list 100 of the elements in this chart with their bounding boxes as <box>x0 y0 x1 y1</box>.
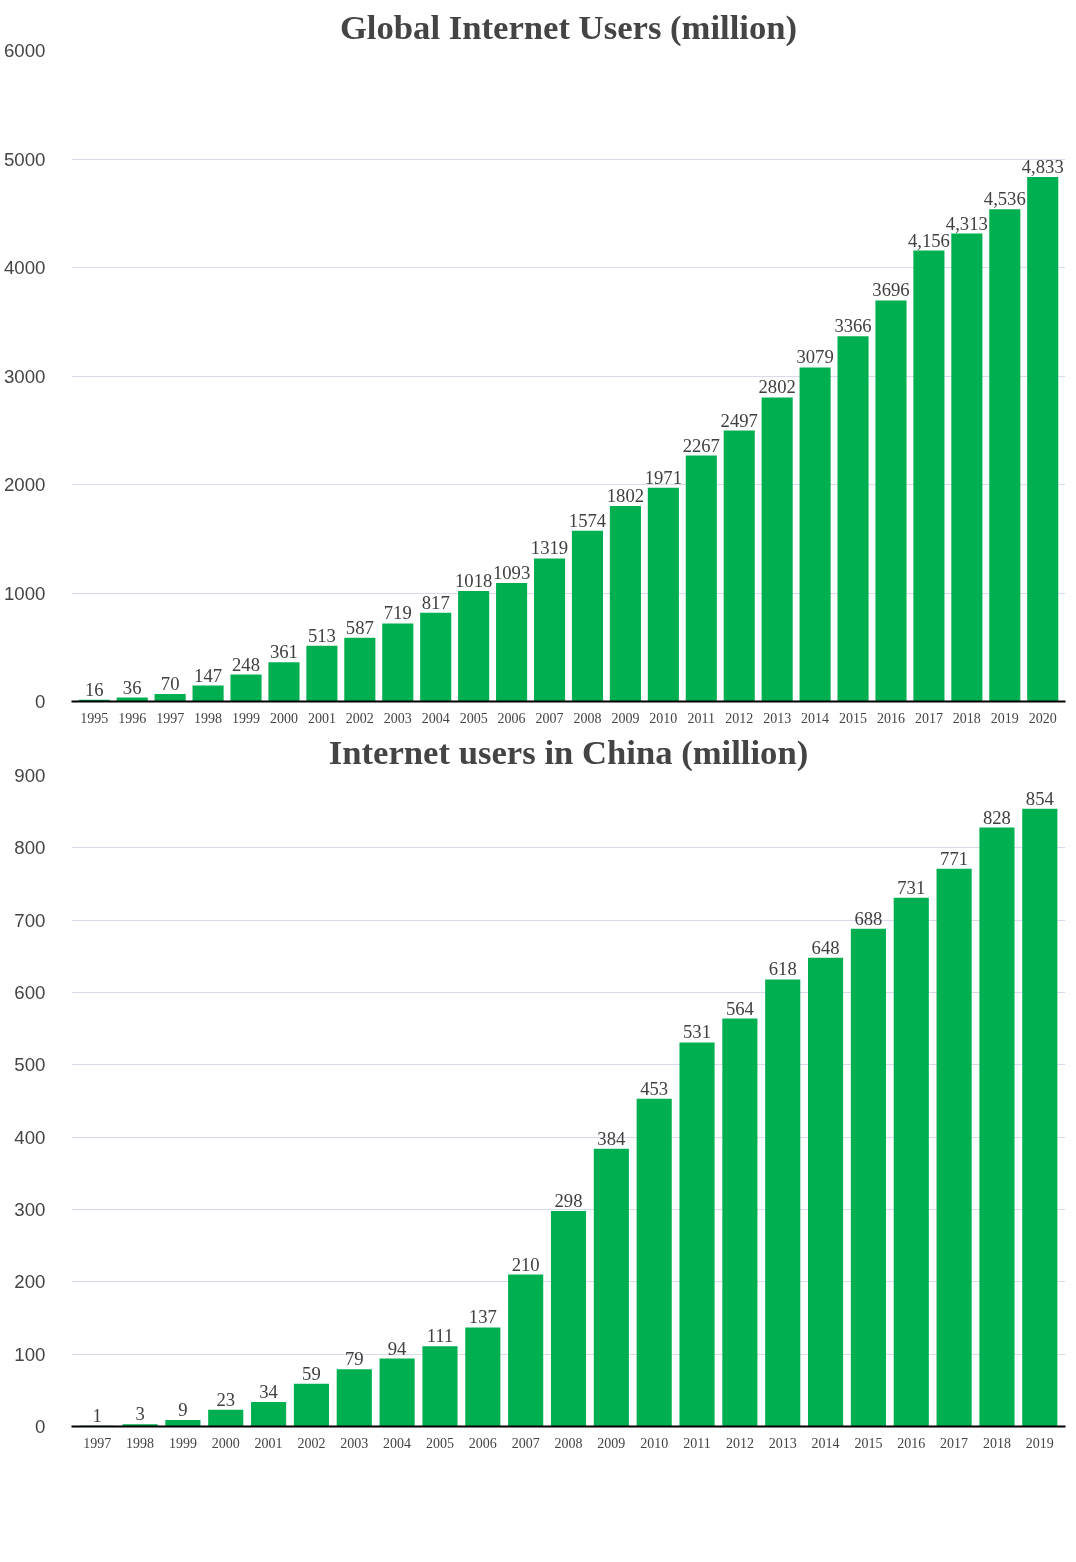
data-label: 9 <box>178 1398 188 1420</box>
x-tick-label: 2009 <box>597 1435 626 1451</box>
data-label: 2802 <box>758 376 796 398</box>
data-label: 79 <box>344 1348 364 1370</box>
x-tick-label: 2013 <box>763 710 792 726</box>
data-label: 137 <box>468 1306 497 1328</box>
x-tick-label: 1998 <box>194 710 223 726</box>
y-tick-label: 300 <box>14 1199 46 1220</box>
x-tick-label: 2019 <box>1025 1435 1054 1451</box>
data-label: 828 <box>982 806 1011 828</box>
x-tick-label: 2004 <box>383 1435 412 1451</box>
x-tick-label: 2010 <box>640 1435 669 1451</box>
y-tick-label: 6000 <box>4 40 46 61</box>
data-label: 1319 <box>530 537 569 559</box>
x-tick-label: 2001 <box>254 1435 283 1451</box>
x-tick-label: 2003 <box>340 1435 369 1451</box>
x-tick-label: 2020 <box>1028 710 1057 726</box>
x-tick-label: 1996 <box>118 710 147 726</box>
x-tick-label: 2018 <box>982 1435 1011 1451</box>
data-label: 248 <box>232 653 261 675</box>
x-tick-label: 2001 <box>307 710 336 726</box>
x-tick-label: 2019 <box>990 710 1019 726</box>
y-tick-label: 800 <box>14 837 46 859</box>
data-label: 587 <box>345 616 374 638</box>
data-label: 531 <box>683 1021 712 1043</box>
x-tick-label: 1999 <box>168 1435 197 1451</box>
x-tick-label: 2006 <box>468 1435 497 1451</box>
x-tick-label: 2005 <box>425 1435 454 1451</box>
data-label: 70 <box>160 672 180 694</box>
x-tick-label: 1997 <box>156 710 185 726</box>
chart-title: Internet users in China (million) <box>328 732 809 772</box>
data-label: 2497 <box>720 409 758 431</box>
x-tick-label: 2004 <box>421 710 450 726</box>
data-label: 298 <box>554 1189 583 1211</box>
x-tick-label: 2014 <box>801 710 830 726</box>
y-tick-label: 1000 <box>4 582 46 604</box>
data-label: 1971 <box>644 466 682 488</box>
data-label: 147 <box>194 664 223 686</box>
x-tick-label: 2011 <box>687 710 716 726</box>
x-tick-label: 2012 <box>725 710 754 726</box>
y-tick-label: 400 <box>14 1126 46 1148</box>
x-tick-label: 2000 <box>269 710 298 726</box>
x-tick-label: 2007 <box>535 710 564 726</box>
data-label: 59 <box>302 1362 321 1384</box>
x-tick-label: 1995 <box>80 710 109 726</box>
data-label: 3696 <box>872 279 910 301</box>
data-label: 4,536 <box>983 188 1026 210</box>
data-label: 817 <box>421 591 450 613</box>
data-label: 854 <box>1025 787 1055 809</box>
data-label: 3079 <box>796 346 834 368</box>
data-label: 1574 <box>568 509 607 531</box>
x-tick-label: 2011 <box>683 1435 711 1451</box>
x-tick-label: 2015 <box>839 710 868 726</box>
data-label: 453 <box>640 1077 669 1099</box>
x-tick-label: 2014 <box>811 1435 840 1451</box>
x-tick-label: 2016 <box>876 710 905 726</box>
x-tick-label: 1997 <box>83 1435 112 1451</box>
y-tick-label: 0 <box>35 1416 46 1437</box>
x-tick-label: 2008 <box>573 710 602 726</box>
y-tick-label: 4000 <box>4 257 46 278</box>
data-label: 36 <box>122 676 142 698</box>
y-tick-label: 100 <box>14 1343 46 1365</box>
x-tick-label: 2000 <box>211 1435 240 1451</box>
x-tick-label: 2006 <box>497 710 526 726</box>
x-tick-label: 1998 <box>126 1435 155 1451</box>
y-tick-label: 200 <box>14 1271 46 1293</box>
x-tick-label: 2017 <box>940 1435 969 1451</box>
data-label: 210 <box>511 1253 540 1275</box>
data-label: 4,833 <box>1021 156 1064 178</box>
x-tick-label: 2015 <box>854 1435 883 1451</box>
y-tick-label: 5000 <box>4 148 46 170</box>
y-tick-label: 3000 <box>4 365 46 387</box>
x-tick-label: 2017 <box>914 710 943 726</box>
x-tick-label: 2018 <box>952 710 981 726</box>
x-tick-label: 2002 <box>297 1435 326 1451</box>
data-label: 1802 <box>606 484 645 506</box>
x-tick-label: 2012 <box>725 1435 754 1451</box>
data-label: 3366 <box>834 315 872 337</box>
x-tick-label: 2009 <box>611 710 640 726</box>
y-tick-label: 2000 <box>4 474 46 495</box>
data-label: 34 <box>259 1380 279 1402</box>
x-tick-label: 2002 <box>345 710 374 726</box>
data-label: 618 <box>768 958 797 980</box>
x-tick-label: 2010 <box>649 710 678 726</box>
x-tick-label: 2008 <box>554 1435 583 1451</box>
data-label: 384 <box>597 1127 627 1149</box>
data-label: 1093 <box>492 561 531 583</box>
data-label: 648 <box>811 936 840 958</box>
chart-title: Global Internet Users (million) <box>339 7 798 47</box>
y-tick-label: 600 <box>14 982 46 1003</box>
data-label: 1018 <box>455 570 493 592</box>
data-label: 94 <box>387 1337 408 1359</box>
y-tick-label: 500 <box>14 1054 46 1076</box>
data-label: 771 <box>940 847 969 869</box>
data-label: 3 <box>135 1403 145 1425</box>
data-label: 111 <box>426 1325 454 1347</box>
data-label: 513 <box>307 624 336 646</box>
data-label: 564 <box>725 997 755 1019</box>
data-label: 1 <box>92 1404 102 1426</box>
data-label: 23 <box>216 1388 236 1410</box>
